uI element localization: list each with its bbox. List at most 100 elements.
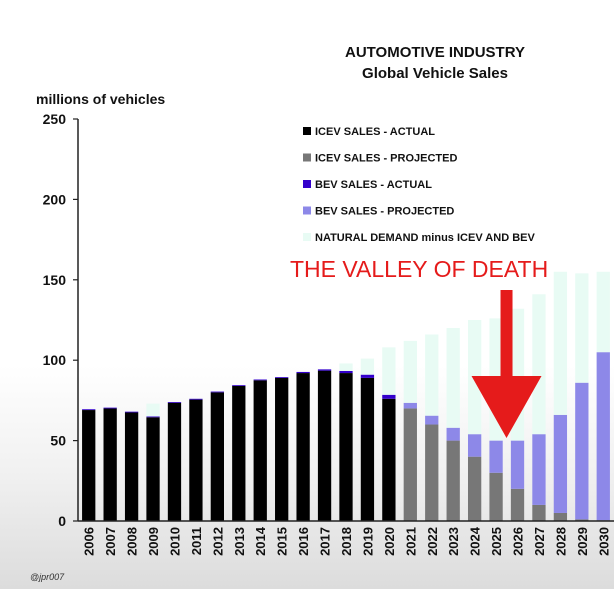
y-tick-label-100: 100 [43,352,67,368]
x-tick-label-2027: 2027 [532,527,547,556]
bar-natural-demand-minus-icev-and-bev-2028 [553,271,568,415]
bar-icev-sales-actual-2016 [296,373,310,521]
y-tick-label-150: 150 [43,272,67,288]
y-axis-label: millions of vehicles [36,91,166,107]
bar-icev-sales-actual-2019 [360,377,375,521]
chart-subtitle: Global Vehicle Sales [362,65,508,82]
x-tick-label-2013: 2013 [232,527,247,556]
x-tick-label-2025: 2025 [489,527,504,556]
bar-icev-sales-actual-2011 [189,399,203,521]
bar-bev-sales-actual-2011 [189,398,203,400]
bar-natural-demand-minus-icev-and-bev-2030 [596,271,610,353]
bar-natural-demand-minus-icev-and-bev-2023 [446,328,460,428]
bar-icev-sales-projected-2023 [446,440,460,521]
bar-icev-sales-projected-2024 [467,456,482,521]
bar-icev-sales-actual-2020 [382,398,396,521]
bar-icev-sales-actual-2017 [317,370,332,521]
x-tick-label-2017: 2017 [318,527,333,556]
bar-bev-sales-projected-2030 [596,352,610,521]
legend-label-2: BEV SALES - ACTUAL [315,179,432,191]
bar-natural-demand-minus-icev-and-bev-2009 [146,403,160,417]
bar-natural-demand-minus-icev-and-bev-2019 [360,358,375,375]
legend-swatch-3 [303,206,311,215]
bar-bev-sales-projected-2028 [553,414,568,513]
x-tick-label-2014: 2014 [253,526,268,556]
x-tick-label-2029: 2029 [575,527,590,556]
bar-bev-sales-actual-2012 [210,391,224,393]
y-tick-label-250: 250 [43,111,67,127]
bar-bev-sales-projected-2021 [403,402,417,409]
legend-swatch-0 [303,127,311,135]
x-tick-label-2026: 2026 [511,527,526,556]
bar-natural-demand-minus-icev-and-bev-2029 [575,273,589,383]
x-tick-label-2007: 2007 [103,527,118,556]
x-tick-label-2011: 2011 [189,527,204,555]
bar-icev-sales-projected-2028 [553,512,568,521]
valley-annotation-text: THE VALLEY OF DEATH [290,256,548,282]
bar-bev-sales-actual-2016 [296,371,310,374]
bar-natural-demand-minus-icev-and-bev-2018 [339,363,353,371]
bar-natural-demand-minus-icev-and-bev-2022 [425,334,439,416]
bar-bev-sales-projected-2023 [446,427,460,441]
y-tick-label-200: 200 [43,191,67,207]
x-tick-label-2018: 2018 [339,527,354,556]
bar-bev-sales-actual-2020 [382,394,396,399]
bar-bev-sales-actual-2006 [82,409,96,411]
bar-bev-sales-projected-2022 [425,415,439,425]
credit-label: @jpr007 [30,572,65,582]
legend-swatch-4 [303,233,311,241]
x-tick-label-2012: 2012 [210,527,225,556]
legend-label-4: NATURAL DEMAND minus ICEV AND BEV [315,232,535,244]
bar-icev-sales-projected-2029 [575,519,589,521]
x-tick-label-2019: 2019 [360,527,375,556]
bar-icev-sales-actual-2014 [253,380,267,521]
legend-swatch-2 [303,180,311,188]
bar-icev-sales-actual-2013 [232,385,246,521]
x-tick-label-2016: 2016 [296,527,311,556]
chart-title-block: AUTOMOTIVE INDUSTRY Global Vehicle Sales [300,44,570,82]
x-tick-label-2008: 2008 [125,527,140,556]
x-tick-label-2030: 2030 [596,527,611,556]
x-tick-label-2015: 2015 [275,527,290,556]
bar-icev-sales-actual-2010 [167,402,182,521]
bar-bev-sales-projected-2027 [532,434,546,505]
bar-natural-demand-minus-icev-and-bev-2027 [532,294,546,435]
x-tick-label-2009: 2009 [146,527,161,556]
bar-bev-sales-actual-2009 [146,416,160,418]
legend-label-1: ICEV SALES - PROJECTED [315,153,457,165]
bar-icev-sales-actual-2009 [146,417,160,521]
x-tick-label-2023: 2023 [446,527,461,556]
x-tick-label-2006: 2006 [82,527,97,556]
bar-bev-sales-actual-2017 [317,369,332,371]
bar-icev-sales-projected-2027 [532,504,546,521]
bar-icev-sales-actual-2008 [124,412,139,521]
bar-bev-sales-actual-2008 [124,411,139,413]
bar-icev-sales-actual-2007 [103,408,117,521]
bar-bev-sales-projected-2024 [467,434,482,457]
bar-natural-demand-minus-icev-and-bev-2020 [382,347,396,395]
x-tick-label-2028: 2028 [553,527,568,556]
legend-label-0: ICEV SALES - ACTUAL [315,126,435,138]
y-tick-label-0: 0 [58,513,66,529]
y-tick-label-50: 50 [50,433,66,449]
x-tick-label-2021: 2021 [403,527,418,556]
bar-icev-sales-projected-2021 [403,408,417,521]
x-tick-label-2010: 2010 [168,527,183,556]
bar-icev-sales-actual-2006 [82,410,96,521]
bar-bev-sales-actual-2007 [103,407,117,409]
valley-arrow-icon [471,290,542,438]
bar-bev-sales-actual-2010 [167,402,182,403]
bar-icev-sales-actual-2012 [210,392,224,521]
bar-icev-sales-actual-2018 [339,373,353,521]
bar-icev-sales-projected-2026 [510,488,525,521]
legend-label-3: BEV SALES - PROJECTED [315,206,454,218]
bar-natural-demand-minus-icev-and-bev-2021 [403,340,417,403]
bar-bev-sales-actual-2018 [339,370,353,374]
bar-bev-sales-actual-2013 [232,385,246,386]
bar-bev-sales-projected-2026 [510,440,525,489]
x-tick-label-2022: 2022 [425,527,440,556]
bar-bev-sales-actual-2019 [360,374,375,378]
x-tick-label-2020: 2020 [382,527,397,556]
legend-swatch-1 [303,153,311,162]
